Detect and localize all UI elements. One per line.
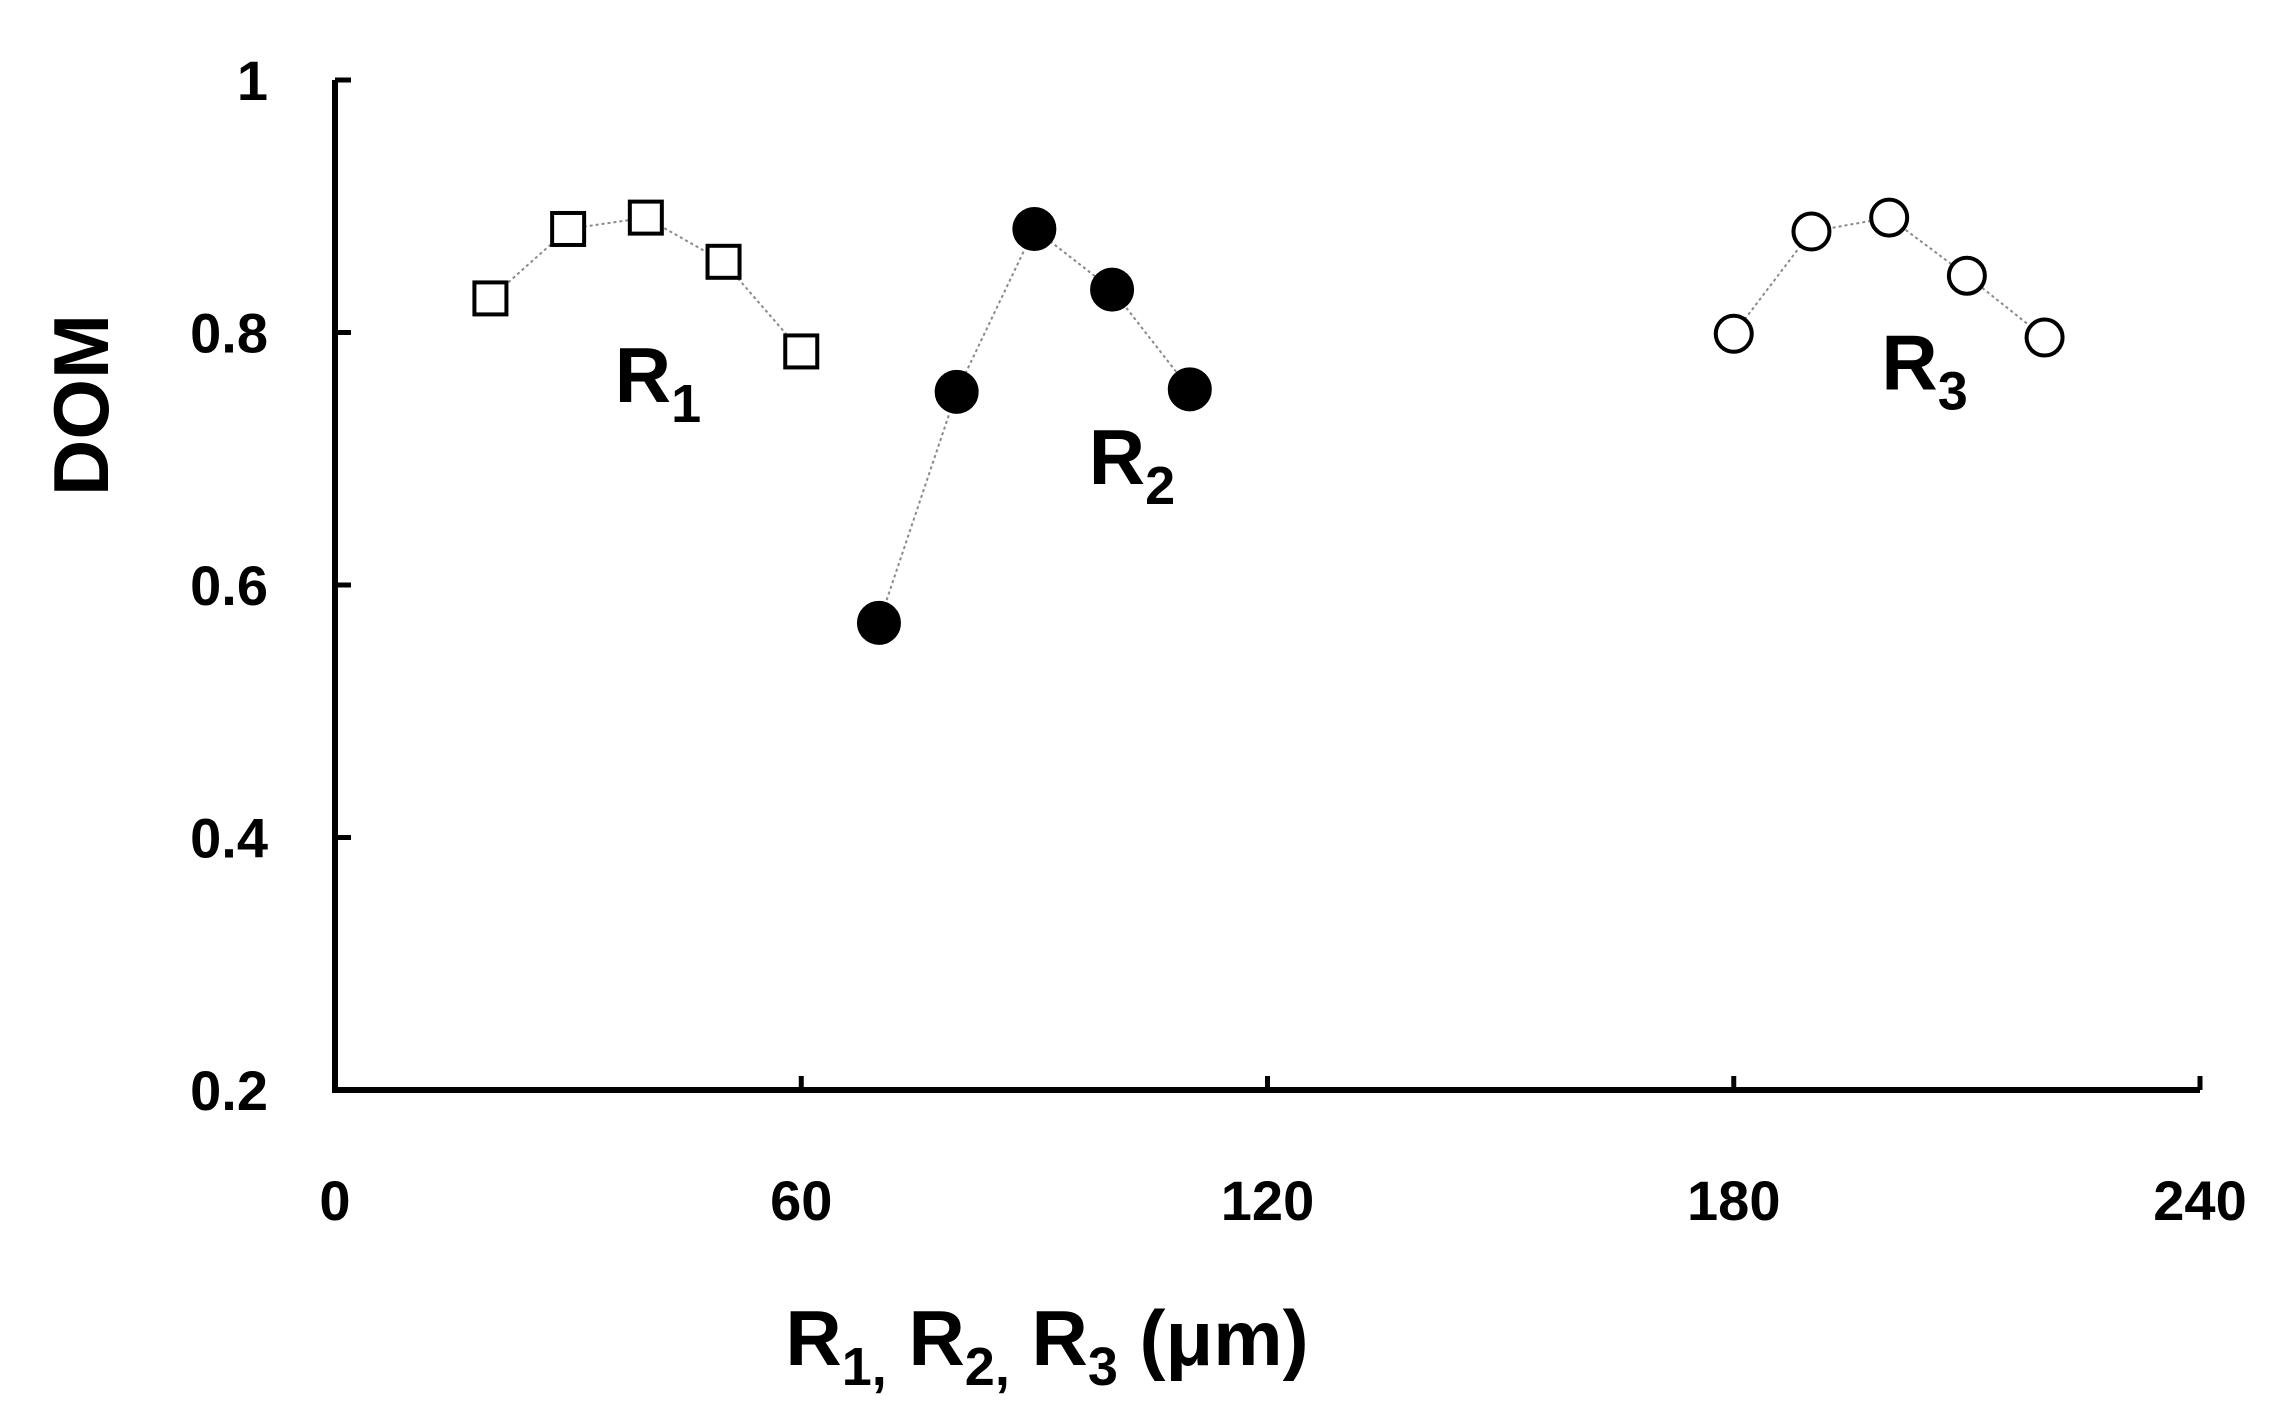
y-tick-label: 0.4: [190, 807, 268, 870]
y-tick-label: 0.2: [190, 1059, 268, 1122]
y-tick-label: 1: [237, 49, 268, 112]
data-point-r1: [550, 210, 587, 247]
data-point-r2: [1012, 206, 1057, 251]
series-markers: [472, 197, 2065, 645]
axes: 0 60 120 180 240 0.2 0.4 0.6 0.8 1: [190, 49, 2247, 1232]
data-point-r3: [1946, 255, 1987, 296]
series-label-r3: R3: [1881, 318, 1967, 421]
data-point-r3: [1713, 313, 1754, 354]
series-line-r2: [878, 227, 1191, 624]
series-line-r3: [1732, 216, 2046, 339]
x-axis-title: R1, R2, R3 (μm): [785, 1294, 1308, 1397]
data-point-r1: [627, 199, 664, 236]
data-point-r2: [1090, 267, 1135, 312]
data-point-r3: [2024, 317, 2065, 358]
y-axis-title: DOM: [37, 314, 125, 496]
data-point-r1: [472, 280, 509, 317]
y-tick-label: 0.8: [190, 302, 268, 365]
x-tick-label: 240: [2153, 1169, 2246, 1232]
data-point-r1: [705, 243, 742, 280]
data-point-r2: [856, 600, 901, 645]
y-tick-label: 0.6: [190, 554, 268, 617]
x-tick-label: 60: [770, 1169, 832, 1232]
series-label-r2: R2: [1089, 413, 1175, 516]
data-point-r3: [1791, 211, 1832, 252]
series-labels: R1 R2 R3: [615, 318, 1968, 516]
x-tick-label: 0: [319, 1169, 350, 1232]
series-label-r1: R1: [615, 331, 701, 434]
data-point-r2: [1167, 367, 1212, 412]
data-point-r2: [934, 369, 979, 414]
data-point-r3: [1869, 197, 1910, 238]
x-tick-label: 120: [1221, 1169, 1314, 1232]
data-point-r1: [783, 333, 820, 370]
axis-titles: R1, R2, R3 (μm) DOM: [37, 314, 1309, 1397]
x-tick-label: 180: [1687, 1169, 1780, 1232]
